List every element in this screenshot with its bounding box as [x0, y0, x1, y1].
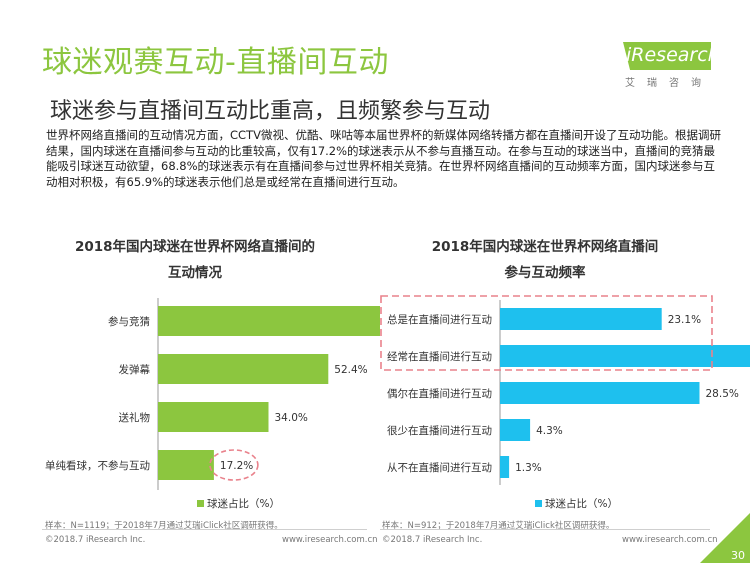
right-highlight-box: [380, 295, 713, 371]
right-chart-bar: [500, 308, 662, 330]
left-copyright: ©2018.7 iResearch Inc.: [45, 535, 146, 545]
left-sample-note: 样本：N=1119；于2018年7月通过艾瑞iClick社区调研获得。: [45, 521, 283, 531]
iresearch-logo: iResearch 艾瑞咨询: [623, 42, 720, 92]
right-chart-data-label: 28.5%: [706, 388, 739, 400]
left-footer-divider: [42, 529, 367, 530]
right-chart-category-label: 经常在直播间进行互动: [387, 350, 492, 363]
page-corner-shape: [700, 513, 750, 563]
page-title: 球迷观赛互动-直播间互动: [42, 45, 389, 80]
logo-background: [623, 42, 711, 70]
description-paragraph: 世界杯网络直播间的互动情况方面，CCTV微视、优酷、咪咕等本届世界杯的新媒体网络…: [46, 128, 721, 189]
right-chart-data-label: 23.1%: [668, 314, 701, 326]
right-website: www.iresearch.com.cn: [622, 535, 718, 545]
left-chart-title-line2: 互动情况: [168, 265, 222, 281]
left-chart-bar: [158, 402, 269, 432]
right-chart-data-label: 4.3%: [536, 425, 563, 437]
left-chart-category-label: 单纯看球，不参与互动: [45, 459, 150, 472]
left-chart-category-label: 送礼物: [119, 411, 151, 424]
left-chart-category-label: 发弹幕: [119, 363, 151, 376]
left-chart-bar: [158, 306, 380, 336]
left-chart-data-label: 17.2%: [220, 460, 253, 472]
logo-subtext: 艾瑞咨询: [625, 78, 713, 89]
right-chart-bar: [500, 345, 750, 367]
right-footer-divider: [380, 529, 710, 530]
right-chart-bar: [500, 456, 510, 478]
right-chart-category-label: 总是在直播间进行互动: [387, 313, 492, 326]
page-subtitle: 球迷参与直播间互动比重高，且频繁参与互动: [50, 99, 491, 124]
left-legend-swatch: [197, 500, 204, 507]
logo-text: iResearch: [626, 44, 720, 66]
right-bar-chart: 总是在直播间进行互动23.1%经常在直播间进行互动42.8%偶尔在直播间进行互动…: [380, 295, 750, 485]
right-legend-swatch: [535, 500, 542, 507]
left-chart-category-label: 参与竞猜: [108, 315, 150, 328]
left-legend-label: 球迷占比（%）: [207, 498, 280, 510]
left-highlight-circle: [209, 449, 259, 481]
left-chart-data-label: 34.0%: [275, 412, 308, 424]
page-number-corner: 30: [700, 513, 750, 563]
page-number: 30: [731, 549, 745, 562]
right-chart-category-label: 偶尔在直播间进行互动: [387, 387, 492, 400]
right-copyright: ©2018.7 iResearch Inc.: [382, 535, 483, 545]
left-chart-title-line1: 2018年国内球迷在世界杯网络直播间的: [74, 239, 316, 255]
left-chart-data-label: 52.4%: [334, 364, 367, 376]
right-chart-data-label: 1.3%: [515, 462, 542, 474]
right-chart-title-line1: 2018年国内球迷在世界杯网络直播间: [431, 239, 659, 255]
right-chart-category-label: 从不在直播间进行互动: [387, 461, 492, 474]
left-chart-bar: [158, 354, 329, 384]
left-legend: 球迷占比（%）: [197, 496, 280, 511]
right-chart-bar: [500, 382, 700, 404]
left-website: www.iresearch.com.cn: [282, 535, 378, 545]
left-chart-bar: [158, 450, 214, 480]
right-chart-title-line2: 参与互动频率: [504, 265, 586, 281]
right-chart-title: 2018年国内球迷在世界杯网络直播间 参与互动频率: [390, 234, 700, 286]
left-chart-title: 2018年国内球迷在世界杯网络直播间的 互动情况: [40, 234, 350, 286]
right-chart-bar: [500, 419, 531, 441]
right-legend-label: 球迷占比（%）: [545, 498, 618, 510]
right-sample-note: 样本：N=912；于2018年7月通过艾瑞iClick社区调研获得。: [382, 521, 615, 531]
right-legend: 球迷占比（%）: [535, 496, 618, 511]
right-chart-category-label: 很少在直播间进行互动: [387, 424, 492, 437]
